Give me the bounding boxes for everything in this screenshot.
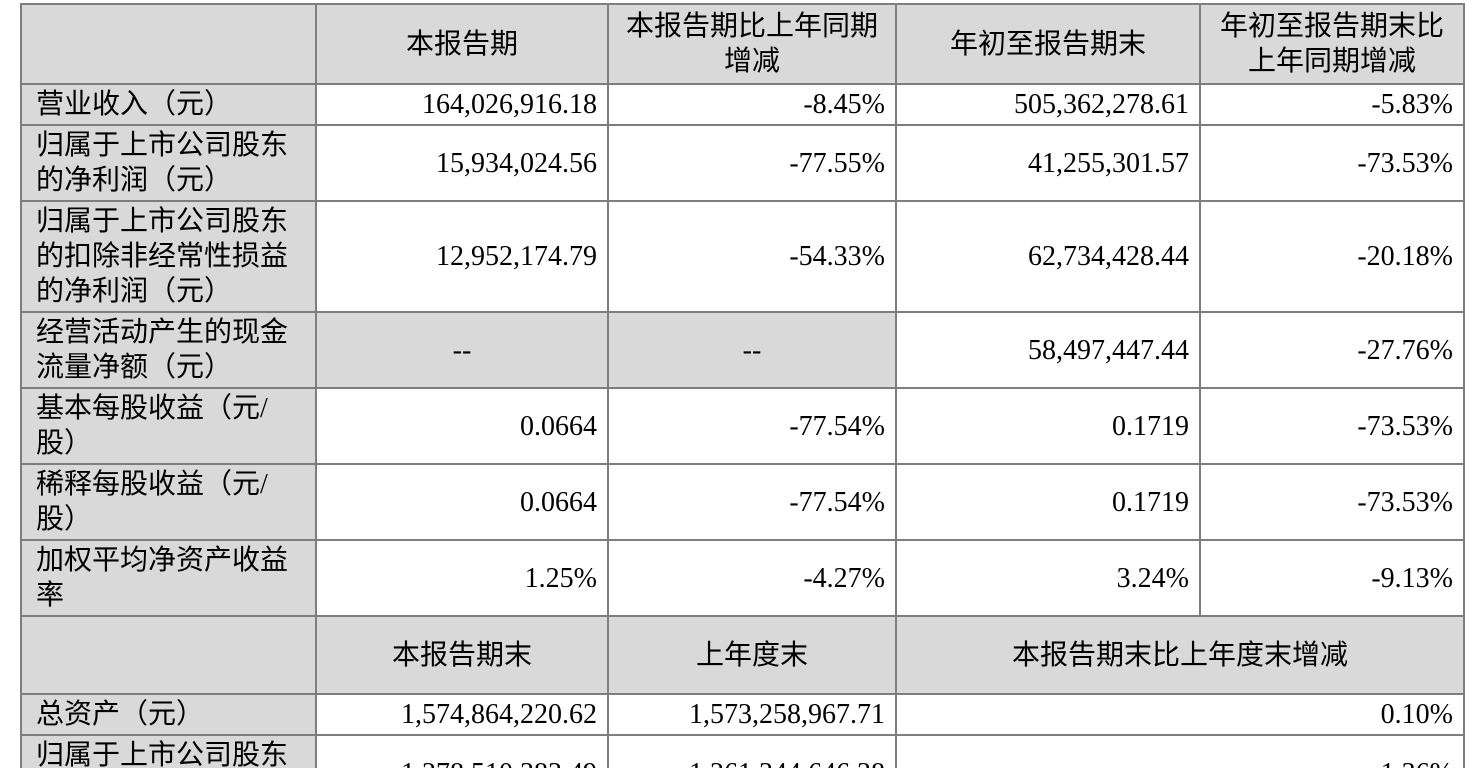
value-cell: 1,261,344,646.38 bbox=[607, 734, 897, 768]
value-cell: 3.24% bbox=[895, 539, 1201, 617]
section1-header-row: 本报告期 本报告期比上年同期增减 年初至报告期末 年初至报告期末比上年同期增减 bbox=[20, 3, 1465, 85]
row-label: 归属于上市公司股东的净利润（元） bbox=[20, 124, 317, 202]
header-period-end-vs-prior-year-end: 本报告期末比上年度末增减 bbox=[895, 615, 1465, 695]
value-cell: 1,573,258,967.71 bbox=[607, 693, 897, 736]
row-label: 加权平均净资产收益率 bbox=[20, 539, 317, 617]
corner-cell bbox=[20, 615, 317, 695]
corner-cell bbox=[20, 3, 317, 85]
value-cell: 1,278,510,383.49 bbox=[315, 734, 609, 768]
value-cell: 505,362,278.61 bbox=[895, 83, 1201, 126]
value-cell: -5.83% bbox=[1199, 83, 1465, 126]
value-cell: 1.36% bbox=[895, 734, 1465, 768]
value-cell: 41,255,301.57 bbox=[895, 124, 1201, 202]
value-cell: -54.33% bbox=[607, 200, 897, 313]
header-ytd-vs-prior-yoy: 年初至报告期末比上年同期增减 bbox=[1199, 3, 1465, 85]
value-cell: -20.18% bbox=[1199, 200, 1465, 313]
value-cell: -77.55% bbox=[607, 124, 897, 202]
value-cell: 0.1719 bbox=[895, 387, 1201, 465]
table-row-weighted-avg-roe: 加权平均净资产收益率 1.25% -4.27% 3.24% -9.13% bbox=[20, 539, 1465, 617]
value-cell: 0.0664 bbox=[315, 387, 609, 465]
value-cell: 1,574,864,220.62 bbox=[315, 693, 609, 736]
value-cell: -8.45% bbox=[607, 83, 897, 126]
value-cell: 58,497,447.44 bbox=[895, 311, 1201, 389]
value-cell-na: -- bbox=[315, 311, 609, 389]
value-cell: -9.13% bbox=[1199, 539, 1465, 617]
financial-summary-table: 本报告期 本报告期比上年同期增减 年初至报告期末 年初至报告期末比上年同期增减 … bbox=[20, 3, 1465, 768]
section2-header-row: 本报告期末 上年度末 本报告期末比上年度末增减 bbox=[20, 615, 1465, 695]
value-cell: 15,934,024.56 bbox=[315, 124, 609, 202]
table-row-net-profit: 归属于上市公司股东的净利润（元） 15,934,024.56 -77.55% 4… bbox=[20, 124, 1465, 202]
table-row-operating-revenue: 营业收入（元） 164,026,916.18 -8.45% 505,362,27… bbox=[20, 83, 1465, 126]
value-cell: 164,026,916.18 bbox=[315, 83, 609, 126]
row-label: 稀释每股收益（元/股） bbox=[20, 463, 317, 541]
row-label: 经营活动产生的现金流量净额（元） bbox=[20, 311, 317, 389]
value-cell: -77.54% bbox=[607, 463, 897, 541]
value-cell: -77.54% bbox=[607, 387, 897, 465]
value-cell: 1.25% bbox=[315, 539, 609, 617]
value-cell: -73.53% bbox=[1199, 463, 1465, 541]
header-end-of-prior-year: 上年度末 bbox=[607, 615, 897, 695]
table-row-total-assets: 总资产（元） 1,574,864,220.62 1,573,258,967.71… bbox=[20, 693, 1465, 736]
table-row-diluted-eps: 稀释每股收益（元/股） 0.0664 -77.54% 0.1719 -73.53… bbox=[20, 463, 1465, 541]
value-cell: 0.10% bbox=[895, 693, 1465, 736]
header-end-of-period: 本报告期末 bbox=[315, 615, 609, 695]
value-cell: -73.53% bbox=[1199, 387, 1465, 465]
row-label: 归属于上市公司股东的所有者权益（元） bbox=[20, 734, 317, 768]
table-row-net-profit-excl-nonrecurring: 归属于上市公司股东的扣除非经常性损益的净利润（元） 12,952,174.79 … bbox=[20, 200, 1465, 313]
header-year-to-date: 年初至报告期末 bbox=[895, 3, 1201, 85]
value-cell-na: -- bbox=[607, 311, 897, 389]
value-cell: -27.76% bbox=[1199, 311, 1465, 389]
row-label: 基本每股收益（元/股） bbox=[20, 387, 317, 465]
header-current-period: 本报告期 bbox=[315, 3, 609, 85]
value-cell: 62,734,428.44 bbox=[895, 200, 1201, 313]
row-label: 营业收入（元） bbox=[20, 83, 317, 126]
row-label: 总资产（元） bbox=[20, 693, 317, 736]
value-cell: -73.53% bbox=[1199, 124, 1465, 202]
value-cell: 12,952,174.79 bbox=[315, 200, 609, 313]
row-label: 归属于上市公司股东的扣除非经常性损益的净利润（元） bbox=[20, 200, 317, 313]
table-row-operating-cash-flow: 经营活动产生的现金流量净额（元） -- -- 58,497,447.44 -27… bbox=[20, 311, 1465, 389]
header-current-vs-prior-yoy: 本报告期比上年同期增减 bbox=[607, 3, 897, 85]
value-cell: 0.0664 bbox=[315, 463, 609, 541]
table-row-equity-attributable-to-shareholders: 归属于上市公司股东的所有者权益（元） 1,278,510,383.49 1,26… bbox=[20, 734, 1465, 768]
table-row-basic-eps: 基本每股收益（元/股） 0.0664 -77.54% 0.1719 -73.53… bbox=[20, 387, 1465, 465]
value-cell: -4.27% bbox=[607, 539, 897, 617]
value-cell: 0.1719 bbox=[895, 463, 1201, 541]
